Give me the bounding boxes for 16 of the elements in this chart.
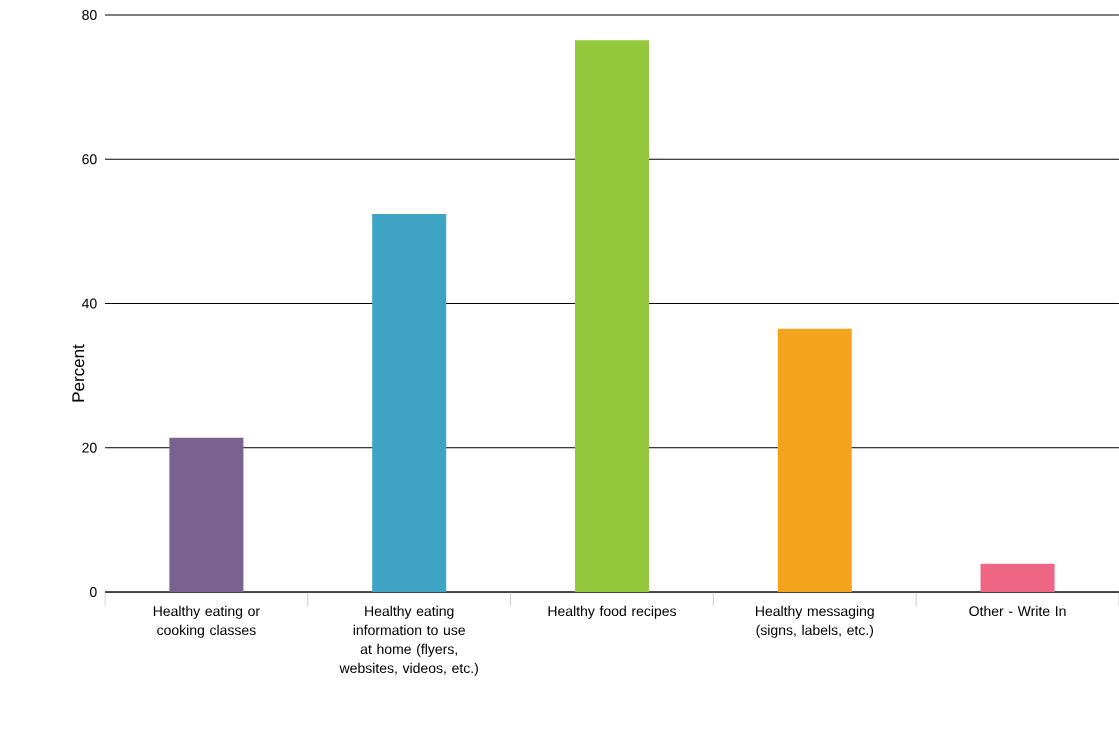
x-tick-label: Healthy eating information to use at home (flyers, websites, videos, etc.)	[339, 605, 478, 676]
y-tick-label: 20	[82, 442, 97, 453]
bar	[169, 437, 244, 592]
y-tick-label: 40	[81, 298, 97, 309]
y-tick-label: 0	[89, 587, 97, 597]
y-tick-label: 60	[82, 154, 97, 165]
x-tick-label: Healthy messaging (signs, labels, etc.)	[755, 605, 874, 638]
bar	[777, 328, 852, 592]
y-axis-title: Percent	[72, 344, 85, 402]
bar	[574, 40, 649, 592]
y-tick-label: 80	[82, 10, 97, 20]
bar	[372, 214, 447, 592]
x-tick-label: Healthy food recipes	[548, 605, 677, 619]
x-tick-label: Other - Write In	[969, 605, 1066, 617]
bar	[980, 563, 1055, 592]
x-tick-label: Healthy eating or cooking classes	[153, 605, 260, 638]
